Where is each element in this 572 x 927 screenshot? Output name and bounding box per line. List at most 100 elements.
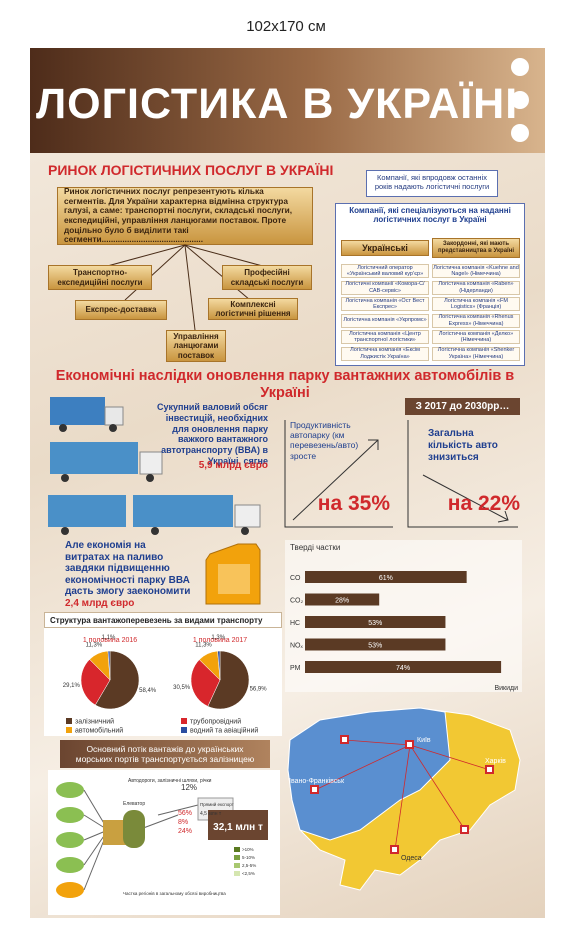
ukrainian-header: Українські xyxy=(341,240,429,256)
company-item: Логістична компанія «Делко» (Німеччина) xyxy=(432,330,520,344)
connector xyxy=(99,244,271,331)
pie-value-label: 1,3% xyxy=(211,635,225,641)
market-intro: Ринок логістичних послуг репрезентують к… xyxy=(57,187,313,245)
company-item: Логістичні компанії «Комора-С/САВ-сервіс… xyxy=(341,280,429,295)
pie-slice xyxy=(207,650,250,710)
truck-part xyxy=(109,424,117,432)
decor-dots xyxy=(511,58,529,142)
productivity-text: Продуктивність автопарку (км перевезень/… xyxy=(290,420,359,461)
legend-swatches-part xyxy=(234,871,240,876)
ports-text: Основний потік вантажів до українських м… xyxy=(60,740,270,768)
routes xyxy=(314,739,491,851)
region-icons-part xyxy=(56,857,84,873)
companies-title: Компанії, які спеціалізуються на наданні… xyxy=(349,206,511,224)
company-item: Логістична компанія «Raben» (Нідерланди) xyxy=(432,280,520,295)
pie-value-label: 58,4% xyxy=(139,688,157,694)
legend-swatches-part xyxy=(234,855,240,860)
decor-dot xyxy=(511,124,529,142)
pie-value-label: 30,5% xyxy=(173,685,191,691)
period-label: З 2017 до 2030рр… xyxy=(405,398,520,415)
arrow-frame-part xyxy=(368,439,379,450)
legend-swatches xyxy=(234,847,240,876)
export-amount: 4,5 млн т xyxy=(200,811,222,817)
city-label: Харків xyxy=(485,757,506,765)
segment: Транспортно-експедиційні послуги xyxy=(48,265,152,290)
total-amount: 32,1 млн т xyxy=(213,822,263,833)
truck-part xyxy=(50,442,138,474)
regions-note: Частка регіонів в загальному обсязі виро… xyxy=(123,891,226,896)
pie-value-label: 56,9% xyxy=(250,686,268,692)
poster-title: ЛОГІСТИКА В УКРАЇНІ xyxy=(36,80,519,128)
flow-share: 24% xyxy=(178,828,192,835)
truck-part xyxy=(61,527,69,535)
connector-part xyxy=(184,244,271,269)
region-icons-part xyxy=(56,807,84,823)
company-item: Логістична компанія «FM Logistics» (Фран… xyxy=(432,297,520,311)
pie-slice xyxy=(190,659,221,707)
flow-lines-part xyxy=(157,804,199,816)
truck-part xyxy=(104,406,124,426)
routes-part xyxy=(394,744,411,851)
company-item: Логістична компанія «Shenker Україна» (Н… xyxy=(432,346,520,361)
truck xyxy=(50,442,163,482)
roads-share: 12% xyxy=(181,783,197,792)
connector-part xyxy=(184,244,196,331)
legend-label: автомобільний xyxy=(75,727,123,735)
truck-part xyxy=(139,451,163,475)
legend-swatches-part xyxy=(234,863,240,868)
fuel-can xyxy=(205,543,261,605)
legend-swatch xyxy=(66,718,72,724)
pie-value-label: 1,1% xyxy=(102,635,116,641)
fleet-change: на 22% xyxy=(447,492,520,515)
fleet-text: Загальна кількість авто знизиться xyxy=(428,428,498,463)
fuel-can-label xyxy=(218,564,250,594)
ukraine-map: Київ Харків Івано-Франківськ Одеса xyxy=(287,707,521,891)
elevator-label: Елеватор xyxy=(123,801,145,807)
company-item: Логістичний оператор «Український валови… xyxy=(341,264,429,278)
truck-part xyxy=(151,527,159,535)
emissions-panel xyxy=(285,540,522,692)
structure-title: Структура вантажоперевезень за видами тр… xyxy=(44,612,282,628)
city-label: Одеса xyxy=(401,855,422,862)
segment: Експрес-доставка xyxy=(75,300,167,320)
pie-slice xyxy=(80,659,111,706)
economy-title: Економічні наслідки оновлення парку вант… xyxy=(55,368,515,401)
truck xyxy=(48,495,261,535)
change-arrows xyxy=(284,420,518,528)
routes-part xyxy=(409,744,491,771)
flow-share: 8% xyxy=(178,819,188,826)
savings-text: Але економія на витратах на паливо завдя… xyxy=(65,540,191,597)
city-markers-part xyxy=(460,825,469,834)
connector-part xyxy=(99,244,186,269)
flow-share: 56% xyxy=(178,810,192,817)
truck-part xyxy=(133,495,233,527)
pie-slice xyxy=(107,650,111,681)
city-markers-part xyxy=(390,845,399,854)
legend-swatch xyxy=(181,718,187,724)
truck-part xyxy=(48,495,126,527)
region-icons-part xyxy=(56,882,84,898)
total-box xyxy=(208,810,268,840)
size-label: 102x170 см xyxy=(246,18,326,35)
company-item: Логістична компанія «Укрпромс» xyxy=(341,313,429,328)
roads-label: Автодороги, залізничні шляхи, річки xyxy=(128,778,212,784)
region-icons-part xyxy=(56,832,84,848)
city-markers-part xyxy=(405,740,414,749)
legend-label: трубопровідний xyxy=(190,718,241,726)
truck-part xyxy=(146,474,154,482)
segment: Управління ланцюгами поставок xyxy=(166,330,226,362)
arrow-frame xyxy=(284,420,518,528)
foreign-header: Закордонні, які мають представництва в У… xyxy=(432,238,520,258)
city-markers-part xyxy=(340,735,349,744)
pie-slice xyxy=(217,650,221,681)
arrow-frame-part xyxy=(497,510,509,523)
legend-swatch xyxy=(181,727,187,733)
truck-part xyxy=(59,424,67,432)
city-markers-part xyxy=(310,785,319,794)
city-label: Івано-Франківськ xyxy=(289,777,345,785)
region-icons-part xyxy=(56,782,84,798)
